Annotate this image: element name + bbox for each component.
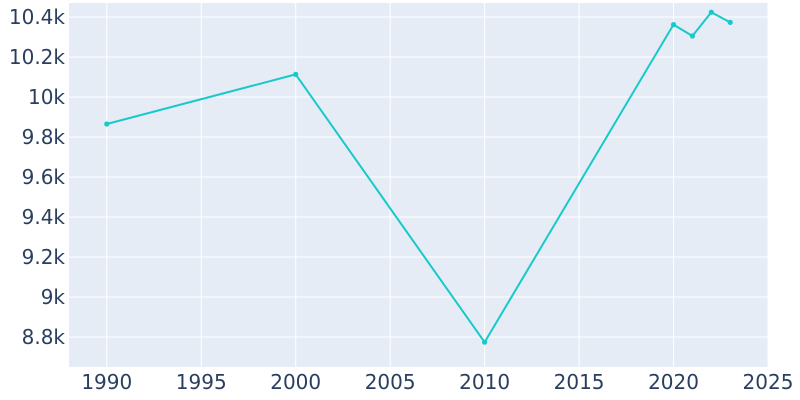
data-point-2010 — [482, 339, 488, 345]
y-tick-label-10.2k: 10.2k — [9, 45, 66, 69]
y-tick-label-9k: 9k — [41, 285, 66, 309]
x-tick-label-2005: 2005 — [365, 370, 416, 394]
x-tick-label-1995: 1995 — [176, 370, 227, 394]
plot-area — [69, 3, 768, 367]
y-tick-label-9.6k: 9.6k — [22, 165, 66, 189]
y-tick-label-9.4k: 9.4k — [22, 205, 66, 229]
y-gridlines — [69, 16, 768, 338]
data-point-2022 — [708, 9, 714, 15]
data-point-2000 — [293, 71, 299, 77]
x-axis-tick-labels: 1990 1995 2000 2005 2010 2015 2020 2025 — [81, 370, 793, 394]
x-tick-label-2015: 2015 — [554, 370, 605, 394]
y-tick-label-9.2k: 9.2k — [22, 245, 66, 269]
y-tick-label-9.8k: 9.8k — [22, 125, 66, 149]
data-point-2021 — [689, 33, 696, 39]
x-tick-label-2020: 2020 — [648, 370, 699, 394]
y-tick-label-10k: 10k — [28, 85, 65, 109]
data-point-1990 — [104, 121, 110, 127]
series-group — [104, 9, 733, 345]
data-point-2020 — [670, 22, 677, 28]
x-tick-label-2010: 2010 — [459, 370, 510, 394]
x-tick-label-2000: 2000 — [270, 370, 321, 394]
x-tick-label-2025: 2025 — [743, 370, 794, 394]
data-point-2023 — [727, 19, 733, 25]
y-axis-tick-labels: 8.8k 9k 9.2k 9.4k 9.6k 9.8k 10k 10.2k 10.4k — [9, 5, 66, 349]
x-tick-label-1990: 1990 — [81, 370, 132, 394]
y-tick-label-8.8k: 8.8k — [22, 325, 66, 349]
y-tick-label-10.4k: 10.4k — [9, 5, 66, 29]
